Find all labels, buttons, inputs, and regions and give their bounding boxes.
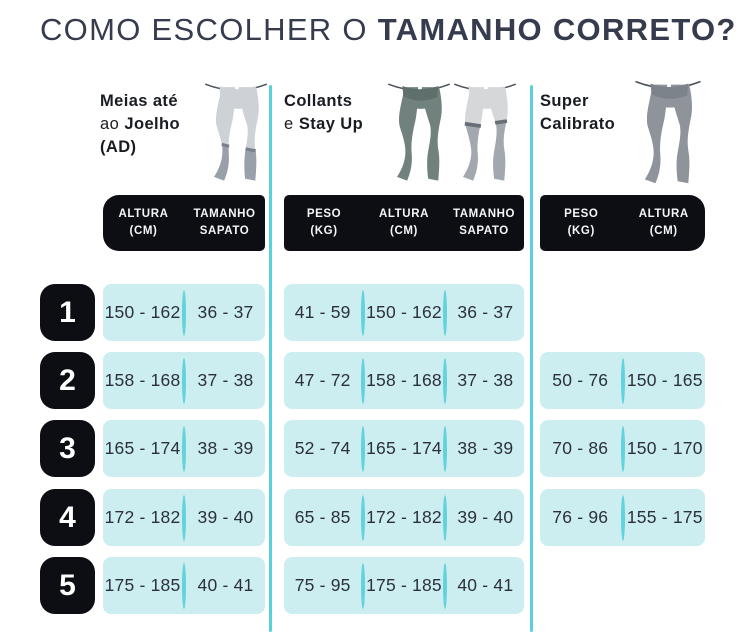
cell-divider [361, 562, 366, 609]
size-badge: 1 [40, 284, 95, 341]
table-cell: 37 - 38 [457, 370, 514, 390]
cell-divider [442, 494, 447, 541]
table-row-ad: 165 - 174 38 - 39 [103, 420, 265, 477]
table-cell: 39 - 40 [457, 507, 514, 527]
table-cell: 76 - 96 [552, 507, 609, 527]
knee-high-stockings-legs-icon [205, 83, 267, 181]
cell-divider [442, 357, 447, 404]
section-title-super-calibrato: Super Calibrato [540, 90, 615, 136]
table-cell: 150 - 165 [626, 370, 703, 390]
table-cell: 50 - 76 [552, 370, 609, 390]
table-row-collants: 47 - 72 158 - 168 37 - 38 [284, 352, 524, 409]
section-title-line: Joelho [124, 115, 180, 133]
cell-divider [442, 425, 447, 472]
cell-divider [361, 425, 366, 472]
table-cell: 39 - 40 [197, 507, 254, 527]
table-cell: 150 - 162 [366, 302, 442, 322]
table-row-ad: 150 - 162 36 - 37 [103, 284, 265, 341]
table-cell: 165 - 174 [366, 438, 442, 458]
column-label-altura-cm: ALTURA (CM) [378, 208, 429, 237]
table-cell: 158 - 168 [366, 370, 442, 390]
table-row-ad: 158 - 168 37 - 38 [103, 352, 265, 409]
table-cell: 150 - 162 [104, 302, 181, 322]
column-header-collants-stay-up: PESO (KG) ALTURA (CM) TAMANHO SAPATO [284, 195, 524, 251]
column-label-tamanho-sapato: TAMANHO SAPATO [193, 208, 256, 237]
stay-up-legs-icon [454, 83, 516, 181]
table-row-super: 50 - 76 150 - 165 [540, 352, 705, 409]
section-title-line: Calibrato [540, 115, 616, 133]
size-badge: 2 [40, 352, 95, 409]
table-cell: 75 - 95 [294, 575, 351, 595]
section-title-line: e [284, 115, 294, 133]
table-row-super: 76 - 96 155 - 175 [540, 489, 705, 546]
table-row-ad: 172 - 182 39 - 40 [103, 489, 265, 546]
table-cell: 41 - 59 [294, 302, 351, 322]
column-header-meias-ate-joelho: ALTURA (CM) TAMANHO SAPATO [103, 195, 265, 251]
cell-divider [182, 562, 186, 609]
table-cell: 175 - 185 [104, 575, 181, 595]
table-cell: 155 - 175 [626, 507, 703, 527]
table-cell: 47 - 72 [294, 370, 351, 390]
table-cell: 172 - 182 [104, 507, 181, 527]
section-title-collants-stay-up: Collants e Stay Up [284, 90, 363, 136]
section-title-line: Collants [284, 92, 353, 110]
page-title-regular: COMO ESCOLHER O [40, 12, 378, 47]
table-row-collants: 52 - 74 165 - 174 38 - 39 [284, 420, 524, 477]
section-title-line: ao [100, 115, 120, 133]
super-calibrato-legs-icon [635, 80, 701, 184]
column-header-super-calibrato: PESO (KG) ALTURA (CM) [540, 195, 705, 251]
page-title: COMO ESCOLHER O TAMANHO CORRETO? [40, 12, 737, 48]
table-cell: 52 - 74 [294, 438, 351, 458]
table-cell: 36 - 37 [197, 302, 254, 322]
section-title-line: Super [540, 92, 589, 110]
table-row-collants: 41 - 59 150 - 162 36 - 37 [284, 284, 524, 341]
cell-divider [361, 357, 366, 404]
column-label-altura-cm: ALTURA (CM) [118, 208, 169, 237]
size-badge: 5 [40, 557, 95, 614]
table-cell: 38 - 39 [457, 438, 514, 458]
table-row-ad: 175 - 185 40 - 41 [103, 557, 265, 614]
cell-divider [442, 562, 447, 609]
section-title-line: Meias até [100, 92, 178, 110]
column-label-tamanho-sapato: TAMANHO SAPATO [452, 208, 516, 237]
column-label-altura-cm: ALTURA (CM) [638, 208, 689, 237]
collants-legs-icon [388, 83, 450, 181]
column-label-peso-kg: PESO (KG) [306, 208, 342, 237]
table-cell: 158 - 168 [104, 370, 181, 390]
cell-divider [182, 425, 186, 472]
column-label-peso-kg: PESO (KG) [564, 208, 599, 237]
table-cell: 175 - 185 [366, 575, 442, 595]
table-row-super: 70 - 86 150 - 170 [540, 420, 705, 477]
table-row-collants: 75 - 95 175 - 185 40 - 41 [284, 557, 524, 614]
size-badge: 4 [40, 489, 95, 546]
cell-divider [361, 494, 366, 541]
table-cell: 40 - 41 [457, 575, 514, 595]
table-cell: 36 - 37 [457, 302, 514, 322]
table-cell: 40 - 41 [197, 575, 254, 595]
table-cell: 37 - 38 [197, 370, 254, 390]
table-cell: 165 - 174 [104, 438, 181, 458]
cell-divider [182, 357, 186, 404]
cell-divider [620, 357, 625, 404]
table-cell: 70 - 86 [552, 438, 609, 458]
table-group-divider [530, 85, 533, 632]
section-title-line: Stay Up [298, 115, 364, 133]
table-row-collants: 65 - 85 172 - 182 39 - 40 [284, 489, 524, 546]
table-cell: 38 - 39 [197, 438, 254, 458]
section-title-line: (AD) [100, 138, 137, 156]
table-group-divider [269, 85, 272, 632]
cell-divider [182, 494, 186, 541]
section-title-meias-ate-joelho: Meias até ao Joelho (AD) [100, 90, 180, 159]
table-cell: 172 - 182 [366, 507, 442, 527]
cell-divider [182, 289, 186, 336]
cell-divider [361, 289, 366, 336]
table-cell: 150 - 170 [626, 438, 703, 458]
cell-divider [442, 289, 447, 336]
cell-divider [620, 425, 625, 472]
cell-divider [620, 494, 625, 541]
table-cell: 65 - 85 [294, 507, 351, 527]
page-title-bold: TAMANHO CORRETO? [377, 12, 737, 47]
size-badge: 3 [40, 420, 95, 477]
